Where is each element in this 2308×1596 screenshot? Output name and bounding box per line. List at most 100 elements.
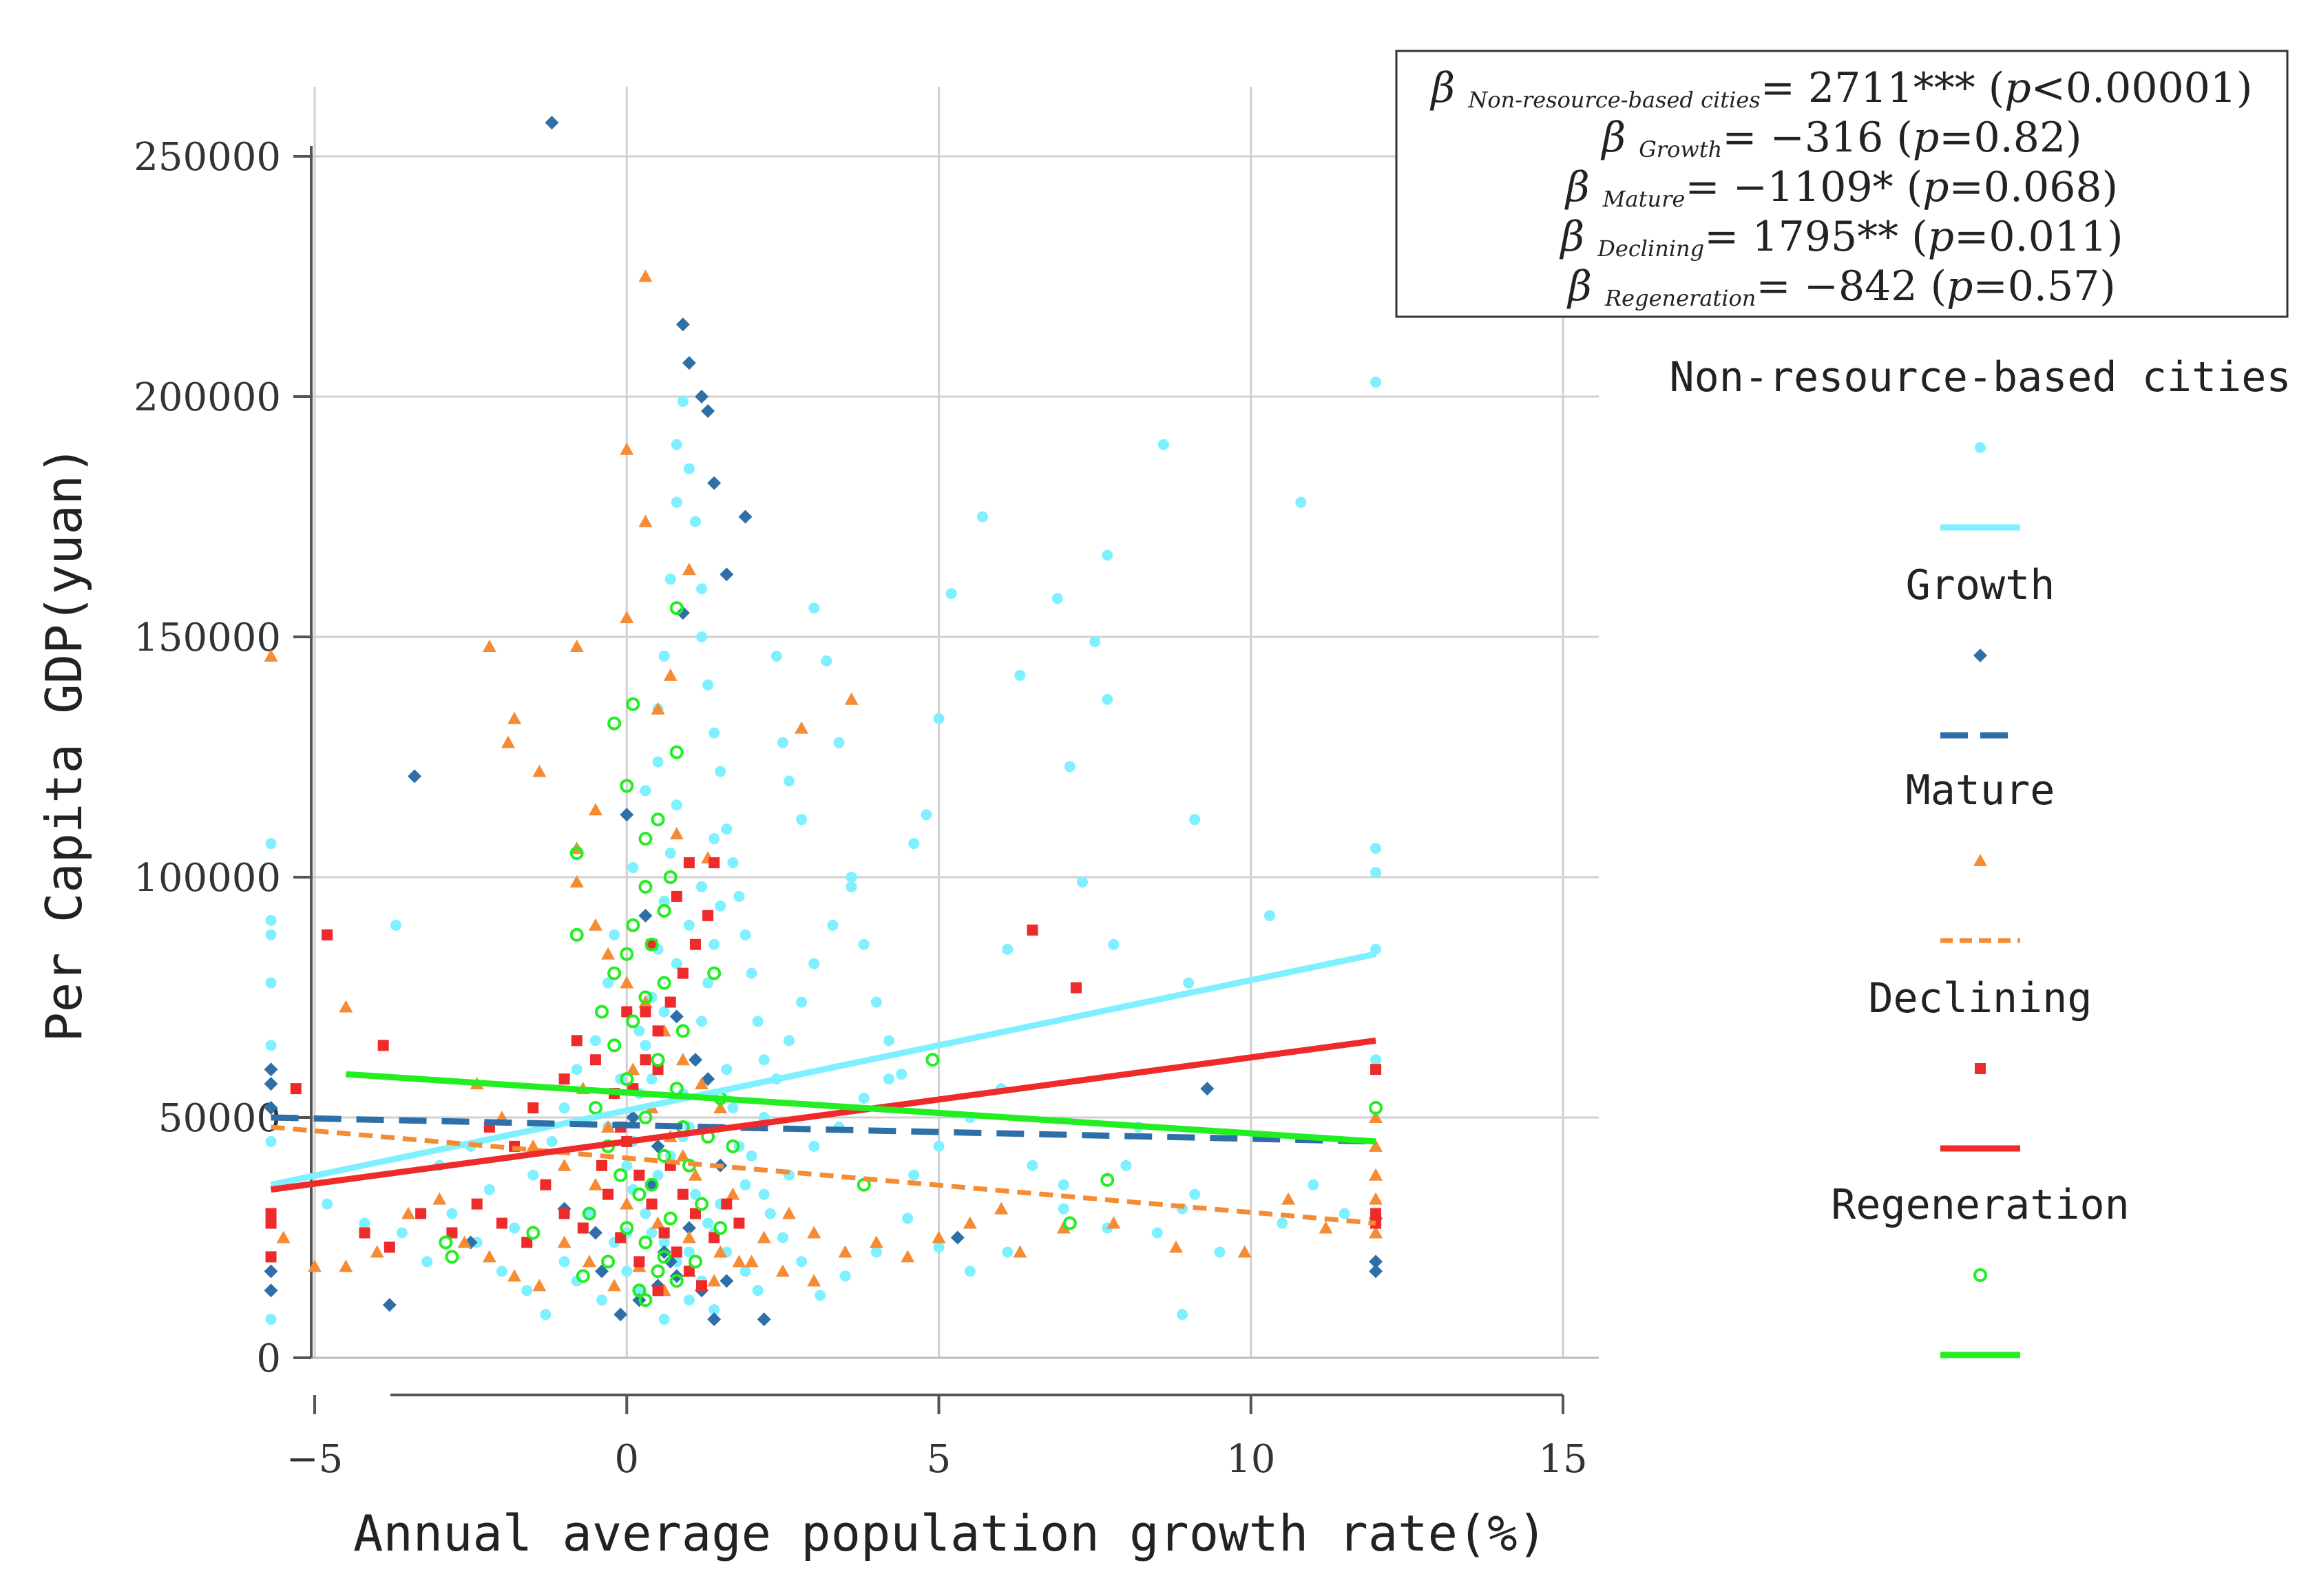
data-point bbox=[669, 1009, 684, 1024]
legend-item: Growth bbox=[1906, 561, 2055, 739]
data-point bbox=[726, 1139, 740, 1153]
data-point bbox=[663, 1254, 678, 1269]
data-point bbox=[638, 990, 653, 1005]
data-point bbox=[558, 1208, 570, 1219]
data-point bbox=[322, 929, 333, 941]
data-point bbox=[264, 1077, 278, 1091]
data-point bbox=[1370, 1208, 1382, 1219]
data-point bbox=[671, 799, 682, 811]
data-point bbox=[671, 890, 682, 902]
data-point bbox=[658, 895, 670, 907]
data-point bbox=[709, 833, 720, 845]
data-point bbox=[696, 1280, 708, 1292]
data-point bbox=[290, 1083, 302, 1095]
data-point bbox=[764, 1208, 776, 1219]
data-point bbox=[1058, 1179, 1069, 1190]
y-tick-label: 150000 bbox=[134, 616, 281, 660]
data-point bbox=[815, 1290, 826, 1301]
data-point bbox=[1051, 593, 1063, 605]
data-point bbox=[932, 1230, 946, 1243]
data-point bbox=[683, 1294, 695, 1306]
data-point bbox=[733, 890, 745, 902]
data-point bbox=[638, 269, 653, 282]
data-point bbox=[777, 1232, 788, 1243]
data-point bbox=[689, 938, 701, 950]
data-point bbox=[408, 769, 422, 784]
data-point bbox=[308, 1259, 322, 1272]
data-point bbox=[732, 1254, 746, 1268]
data-point bbox=[657, 976, 671, 990]
data-point bbox=[808, 1140, 820, 1152]
data-point bbox=[758, 1188, 770, 1200]
data-point bbox=[663, 668, 678, 681]
data-point bbox=[640, 1040, 651, 1051]
data-point bbox=[377, 1040, 389, 1051]
data-point bbox=[264, 1101, 278, 1115]
data-point bbox=[569, 927, 584, 942]
data-point bbox=[664, 848, 676, 859]
data-point bbox=[607, 716, 622, 731]
data-point bbox=[688, 1168, 702, 1181]
data-point bbox=[683, 919, 695, 931]
data-point bbox=[796, 814, 808, 826]
data-point bbox=[446, 1208, 458, 1219]
data-point bbox=[521, 1285, 533, 1296]
data-point bbox=[695, 1077, 709, 1090]
data-point bbox=[689, 1208, 701, 1219]
data-point bbox=[638, 1235, 653, 1250]
data-point bbox=[683, 1246, 695, 1258]
series-declining bbox=[265, 857, 1382, 1296]
data-point bbox=[781, 1206, 796, 1219]
data-point bbox=[846, 872, 857, 883]
data-point bbox=[752, 1285, 764, 1296]
x-tick-label: 5 bbox=[927, 1437, 952, 1482]
data-point bbox=[482, 639, 496, 652]
data-point bbox=[607, 966, 622, 980]
data-point bbox=[339, 1259, 353, 1272]
stat-line: β Non-resource-based cities= 2711*** (p<… bbox=[1430, 64, 2253, 113]
data-point bbox=[707, 1312, 722, 1327]
data-point bbox=[569, 874, 584, 888]
fit-line bbox=[271, 1124, 1376, 1226]
data-point bbox=[726, 1187, 740, 1200]
data-point bbox=[546, 1135, 558, 1147]
data-point bbox=[509, 1222, 521, 1234]
data-point bbox=[588, 1177, 602, 1190]
data-point bbox=[576, 1269, 590, 1283]
data-point bbox=[540, 1179, 552, 1190]
data-point bbox=[620, 611, 634, 624]
data-point bbox=[689, 516, 701, 527]
data-point bbox=[264, 1062, 278, 1077]
data-point bbox=[558, 1102, 570, 1114]
data-point bbox=[569, 846, 584, 861]
data-point bbox=[1369, 1139, 1383, 1152]
data-point bbox=[1002, 1246, 1014, 1258]
data-point bbox=[695, 1197, 709, 1211]
data-point bbox=[945, 588, 957, 600]
data-point bbox=[702, 910, 714, 921]
data-point bbox=[496, 1266, 507, 1277]
data-point bbox=[701, 403, 715, 418]
data-point bbox=[638, 908, 653, 923]
data-point bbox=[1177, 1309, 1188, 1321]
data-point bbox=[663, 1211, 678, 1226]
data-point bbox=[770, 650, 782, 662]
x-axis-ticks: −5 0 5 10 15 bbox=[286, 1395, 1588, 1482]
data-point bbox=[644, 937, 659, 952]
data-point bbox=[1189, 814, 1201, 826]
data-point bbox=[265, 1314, 277, 1325]
data-point bbox=[390, 919, 401, 931]
data-point bbox=[688, 1053, 702, 1067]
data-point bbox=[507, 1269, 522, 1282]
data-point bbox=[901, 1250, 915, 1263]
data-point bbox=[796, 996, 808, 1008]
legend-label: Growth bbox=[1906, 561, 2055, 609]
data-point bbox=[633, 1025, 645, 1037]
data-point bbox=[527, 1102, 539, 1114]
data-point bbox=[707, 966, 722, 980]
legend-marker bbox=[1973, 854, 1987, 866]
data-point bbox=[626, 697, 640, 711]
data-point bbox=[844, 692, 859, 705]
data-point bbox=[702, 977, 714, 989]
data-point bbox=[675, 1053, 690, 1066]
